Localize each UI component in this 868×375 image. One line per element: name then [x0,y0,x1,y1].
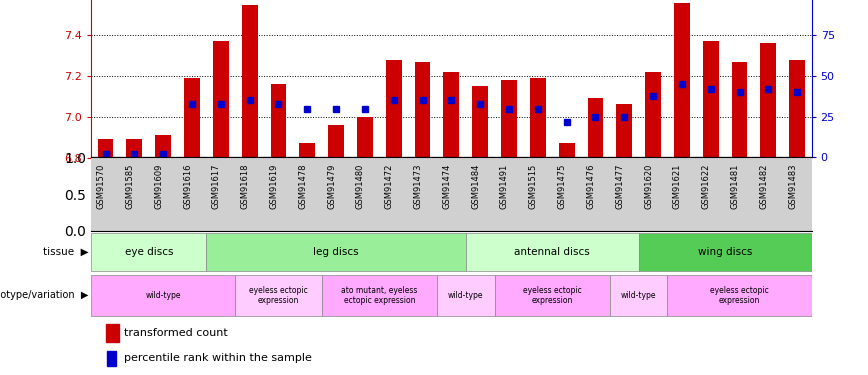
Bar [235,274,322,316]
Text: eye discs: eye discs [124,247,173,257]
Bar [466,233,639,271]
Text: eyeless ectopic
expression: eyeless ectopic expression [710,286,769,305]
Bar [703,41,719,158]
Text: percentile rank within the sample: percentile rank within the sample [123,353,312,363]
Bar [529,78,546,158]
Text: GSM91515: GSM91515 [529,164,538,209]
Text: wild-type: wild-type [621,291,656,300]
Bar [645,72,661,158]
Text: GSM91472: GSM91472 [385,164,394,209]
Text: wild-type: wild-type [448,291,483,300]
Text: genotype/variation  ▶: genotype/variation ▶ [0,290,89,300]
Text: GSM91622: GSM91622 [701,164,711,209]
Bar [616,105,632,158]
Bar [385,60,402,158]
Text: eyeless ectopic
expression: eyeless ectopic expression [523,286,582,305]
Bar [241,4,258,158]
Bar [107,351,116,366]
Bar [357,117,373,158]
Bar [328,125,344,158]
Bar [789,60,806,158]
Text: GSM91620: GSM91620 [644,164,653,209]
Bar [271,84,286,158]
Bar [588,98,603,158]
Text: GSM91616: GSM91616 [183,164,192,209]
Text: GSM91609: GSM91609 [155,164,163,209]
Bar [97,139,114,158]
Bar [91,233,207,271]
Text: ato mutant, eyeless
ectopic expression: ato mutant, eyeless ectopic expression [341,286,418,305]
Text: GSM91473: GSM91473 [413,164,423,209]
Text: GSM91618: GSM91618 [240,164,250,209]
Bar [495,274,610,316]
Bar [639,233,812,271]
Text: GSM91621: GSM91621 [673,164,682,209]
Text: GSM91480: GSM91480 [356,164,365,209]
Bar [322,274,437,316]
Text: GSM91477: GSM91477 [615,164,624,209]
Text: eyeless ectopic
expression: eyeless ectopic expression [249,286,308,305]
Text: GSM91479: GSM91479 [327,164,336,209]
Bar [106,324,119,342]
Text: GSM91475: GSM91475 [557,164,567,209]
Bar [444,72,459,158]
Text: wild-type: wild-type [146,291,181,300]
Bar [437,274,495,316]
Text: antennal discs: antennal discs [515,247,590,257]
Bar [674,3,690,158]
Text: GSM91474: GSM91474 [443,164,451,209]
Bar [610,274,667,316]
Bar [415,62,431,158]
Text: GSM91619: GSM91619 [269,164,279,209]
Bar [155,135,171,158]
Bar [91,274,235,316]
Bar [299,143,315,158]
Text: tissue  ▶: tissue ▶ [43,247,89,257]
Text: wing discs: wing discs [698,247,753,257]
Text: GSM91482: GSM91482 [760,164,768,209]
Text: GSM91570: GSM91570 [96,164,106,209]
Text: GSM91476: GSM91476 [587,164,595,209]
Text: GSM91484: GSM91484 [471,164,480,209]
Bar [472,86,488,158]
Bar [559,143,575,158]
Text: GSM91617: GSM91617 [212,164,220,209]
Bar [127,139,142,158]
Bar [501,80,517,158]
Text: GSM91478: GSM91478 [299,164,307,209]
Bar [732,62,747,158]
Bar [207,233,466,271]
Bar [213,41,229,158]
Bar [184,78,200,158]
Bar [760,43,776,158]
Text: GSM91585: GSM91585 [125,164,135,209]
Bar [667,274,812,316]
Text: GSM91491: GSM91491 [500,164,509,209]
Text: GSM91481: GSM91481 [731,164,740,209]
Text: leg discs: leg discs [313,247,358,257]
Text: GSM91483: GSM91483 [788,164,797,209]
Text: transformed count: transformed count [123,328,227,338]
